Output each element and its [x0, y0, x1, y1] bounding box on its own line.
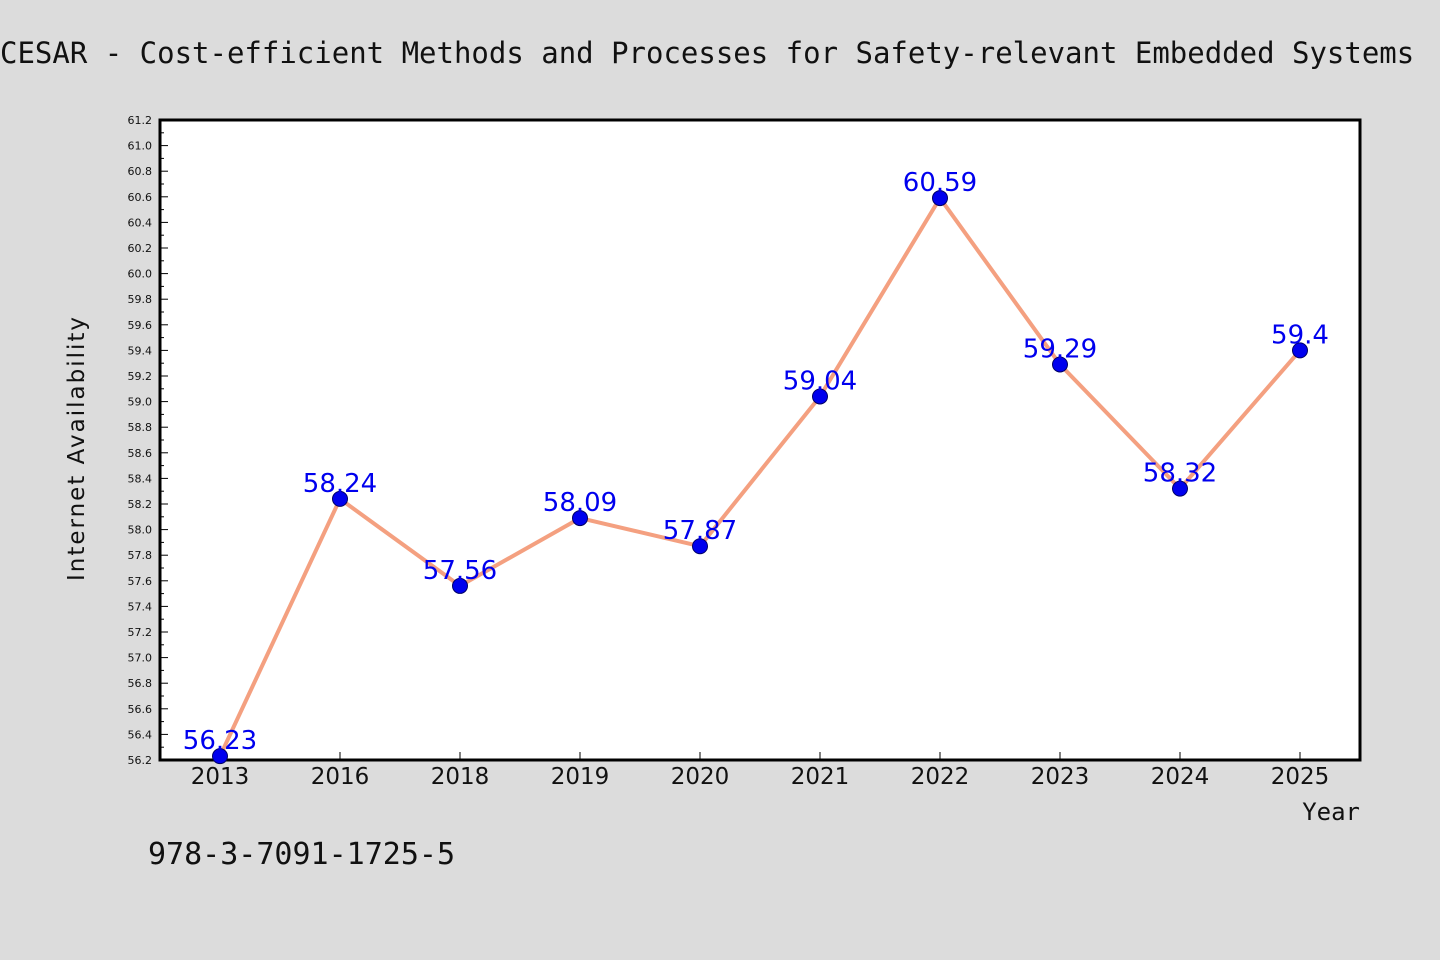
chart-title: CESAR - Cost-efficient Methods and Proce…: [0, 36, 1414, 70]
y-tick-label: 59.2: [128, 370, 153, 383]
data-point: [1172, 480, 1188, 497]
y-tick-label: 58.6: [128, 447, 153, 460]
y-tick-label: 60.8: [128, 165, 153, 178]
data-labels: 56.23 58.24 57.56 58.09 57.87 59.04 60.59 59.29…: [183, 168, 1329, 756]
y-tick-label: 58.0: [128, 524, 153, 537]
data-label: 59.04: [783, 366, 857, 396]
y-tick-label: 61.0: [128, 140, 153, 153]
x-tick-label: 2024: [1151, 764, 1210, 790]
data-point: [1052, 356, 1068, 373]
x-tick-label: 2016: [311, 764, 370, 790]
y-tick-label: 59.4: [128, 344, 153, 357]
data-label: 59.29: [1023, 334, 1097, 364]
data-point: [212, 748, 228, 765]
plot-area: [158, 118, 1362, 762]
data-label: 58.09: [543, 488, 617, 518]
y-tick-label: 60.0: [128, 268, 153, 281]
y-tick-label: 57.8: [128, 549, 153, 562]
y-tick-label: 60.6: [128, 191, 153, 204]
data-point: [812, 388, 828, 405]
y-tick-label: 57.0: [128, 652, 153, 665]
y-tick-label: 58.2: [128, 498, 153, 511]
y-tick-label: 59.8: [128, 293, 153, 306]
y-tick-label: 61.2: [128, 114, 153, 127]
x-tick-label: 2021: [791, 764, 850, 790]
y-tick-label: 59.0: [128, 396, 153, 409]
y-tick-label: 56.6: [128, 703, 153, 716]
data-point: [932, 190, 948, 207]
x-tick-label: 2020: [671, 764, 730, 790]
x-tick-label: 2022: [911, 764, 970, 790]
y-tick-label: 58.4: [128, 472, 153, 485]
x-tick-label: 2023: [1031, 764, 1090, 790]
data-point: [332, 490, 348, 507]
data-point: [692, 538, 708, 555]
x-tick-label: 2025: [1271, 764, 1330, 790]
data-markers: [212, 190, 1308, 765]
chart-note: 978-3-7091-1725-5: [148, 837, 455, 872]
x-axis-title: Year: [1302, 798, 1360, 826]
data-label: 57.87: [663, 516, 737, 546]
y-tick-label: 59.6: [128, 319, 153, 332]
x-axis: 2013 2016 2018 2019 2020 2021 2022 2023 2024 2025: [191, 752, 1330, 790]
data-label: 58.24: [303, 469, 377, 499]
y-tick-label: 57.2: [128, 626, 153, 639]
y-tick-label: 60.4: [128, 216, 153, 229]
data-point: [1292, 342, 1308, 359]
data-label: 59.4: [1271, 320, 1329, 350]
data-label: 60.59: [903, 168, 977, 198]
series-line: [218, 196, 1302, 759]
y-tick-label: 58.8: [128, 421, 153, 434]
x-tick-label: 2019: [551, 764, 610, 790]
x-tick-label: 2013: [191, 764, 250, 790]
data-label: 58.32: [1143, 459, 1217, 489]
y-tick-label: 60.2: [128, 242, 153, 255]
y-axis-title: Internet Availability: [64, 315, 90, 581]
y-tick-label: 57.4: [128, 600, 153, 613]
y-tick-label: 56.4: [128, 728, 153, 741]
y-tick-label: 56.2: [128, 754, 153, 767]
data-point: [452, 577, 468, 594]
y-tick-label: 57.6: [128, 575, 153, 588]
y-axis: 56.2 56.4 56.6 56.8 57.0 57.2 57.4 57.6 57.8 58.0…: [128, 114, 168, 767]
data-label: 56.23: [183, 726, 257, 756]
y-tick-label: 56.8: [128, 677, 153, 690]
x-tick-label: 2018: [431, 764, 490, 790]
data-point: [572, 510, 588, 527]
data-label: 57.56: [423, 556, 497, 586]
